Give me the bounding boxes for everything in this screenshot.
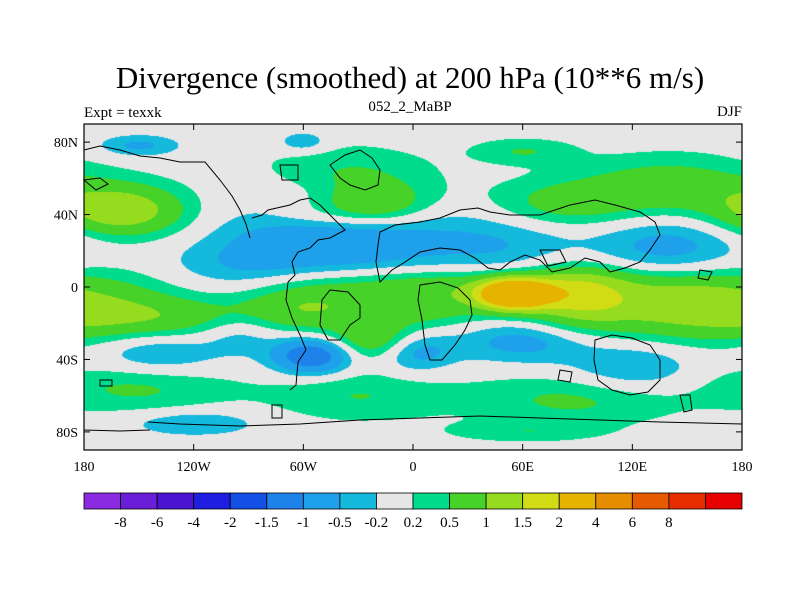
x-tick-label: 120W [177,460,212,475]
y-tick-label: 40S [56,353,78,368]
colorbar-swatch [193,492,231,510]
colorbar-label: 6 [629,515,637,531]
colorbar-label: -2 [224,515,237,531]
colorbar-swatch [668,492,706,510]
x-tick-label: 180 [732,460,753,475]
colorbar-label: 8 [665,515,673,531]
colorbar-swatch [83,492,121,510]
x-tick-label: 0 [410,460,417,475]
colorbar-swatch [339,492,377,510]
colorbar-label: 1 [482,515,490,531]
colorbar-swatch [266,492,304,510]
colorbar-label: -1 [297,515,310,531]
colorbar-swatch [376,492,414,510]
colorbar-swatch [229,492,268,510]
colorbar-label: -6 [151,515,164,531]
x-tick-label: 180 [74,460,95,475]
x-axis: 180 120W 60W 0 60E 120E 180 [74,124,753,475]
colorbar-swatch [705,492,743,510]
colorbar-swatch [595,492,633,510]
x-tick-label: 60W [290,460,318,475]
colorbar-label: 0.5 [440,515,459,531]
coastlines [82,145,743,432]
divergence-field [84,124,742,450]
chart-title: Divergence (smoothed) at 200 hPa (10**6 … [116,60,704,95]
colorbar-swatch [449,492,487,510]
colorbar-label: -0.5 [328,515,352,531]
colorbar-label: -4 [187,515,200,531]
colorbar-swatch [485,492,524,510]
colorbar-label: -0.2 [365,515,389,531]
colorbar-label: -1.5 [255,515,279,531]
colorbar-swatch [631,492,670,510]
colorbar-label: 2 [555,515,563,531]
colorbar-swatch [412,492,450,510]
y-tick-label: 0 [71,281,78,296]
y-tick-label: 80S [56,426,78,441]
colorbar-label: 4 [592,515,600,531]
colorbar-swatch [302,492,341,510]
map-panel: 180 120W 60W 0 60E 120E 180 80N 40N 0 40S 80S [54,123,753,475]
subtitle-season: DJF [717,104,742,120]
y-tick-label: 80N [54,136,78,151]
colorbar-swatch [522,492,560,510]
subtitle-experiment: Expt = texxk [84,105,162,121]
x-tick-label: 60E [511,460,534,475]
colorbar-swatch [558,492,597,510]
y-axis: 80N 40N 0 40S 80S [54,136,742,441]
colorbar: -8 -6 -4 -2 -1.5 -1 -0.5 -0.2 0.2 0.5 1 1.5 2 4 6 8 [83,492,743,531]
colorbar-label: 1.5 [513,515,532,531]
y-tick-label: 40N [54,209,78,224]
subtitle-run: 052_2_MaBP [368,99,451,115]
colorbar-swatch [120,492,158,510]
x-tick-label: 120E [618,460,648,475]
colorbar-label: -8 [114,515,127,531]
colorbar-label: 0.2 [404,515,423,531]
colorbar-swatch [156,492,195,510]
